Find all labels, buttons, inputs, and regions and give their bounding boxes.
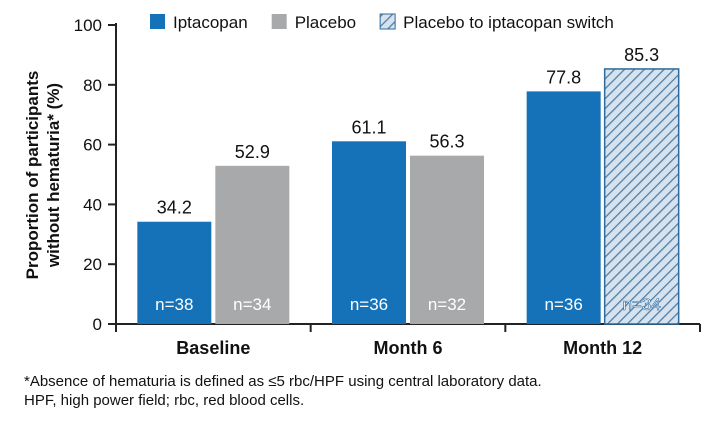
bar-n-label: n=38 (155, 295, 193, 314)
bar-n-label: n=32 (428, 295, 466, 314)
legend-swatch (271, 14, 287, 29)
bar-n-label: n=36 (350, 295, 388, 314)
bar-n-label: n=36 (545, 295, 583, 314)
bar-value-label: 61.1 (351, 117, 386, 137)
bar-value-label: 34.2 (157, 198, 192, 218)
bar (526, 91, 601, 325)
bar-value-label: 52.9 (235, 142, 270, 162)
y-axis-label-line: Proportion of participants (23, 71, 42, 280)
legend-swatch (150, 14, 165, 29)
bar-value-label: 56.3 (429, 132, 464, 152)
bar (410, 155, 484, 324)
y-axis-label: Proportion of participants without hematu… (23, 71, 63, 280)
category-label: Month 12 (563, 338, 642, 358)
legend-swatch (379, 13, 396, 30)
bar-n-label: n=34 (233, 295, 271, 314)
legend: Iptacopan Placebo Placebo to iptacopan swi… (150, 13, 614, 32)
category-label: Month 6 (374, 338, 443, 358)
y-tick-label: 100 (74, 16, 102, 35)
bar (332, 141, 406, 324)
legend-label: Iptacopan (173, 13, 248, 32)
legend-label: Placebo to iptacopan switch (403, 13, 614, 32)
bar (137, 221, 212, 324)
y-tick-label: 80 (83, 76, 102, 95)
footnote-line-2: HPF, high power field; rbc, red blood ce… (24, 392, 305, 409)
footnote-line-1: *Absence of hematuria is defined as ≤5 r… (24, 373, 542, 390)
legend-label: Placebo (295, 13, 356, 32)
bar-chart: Iptacopan Placebo Placebo to iptacopan swi… (23, 13, 701, 358)
y-tick-label: 40 (83, 195, 102, 214)
bars: 34.2 n=38 52.9 n=34 61.1 n=36 56.3 n=32 77.8 n=36… (137, 45, 680, 325)
y-tick-label: 0 (93, 315, 102, 334)
category-label: Baseline (176, 338, 250, 358)
y-tick-label: 20 (83, 255, 102, 274)
bar-value-label: 85.3 (624, 45, 659, 65)
footnote: *Absence of hematuria is defined as ≤5 r… (24, 372, 694, 410)
bar-value-label: 77.8 (546, 67, 581, 87)
axes: 0 20 40 60 80 100 Proportion of participants wi… (23, 16, 701, 358)
bar-n-label: n=34 (623, 295, 661, 314)
bar (215, 165, 290, 324)
bar (603, 68, 680, 325)
y-axis-label-line: without hematuria* (%) (44, 83, 63, 268)
y-tick-label: 60 (83, 136, 102, 155)
